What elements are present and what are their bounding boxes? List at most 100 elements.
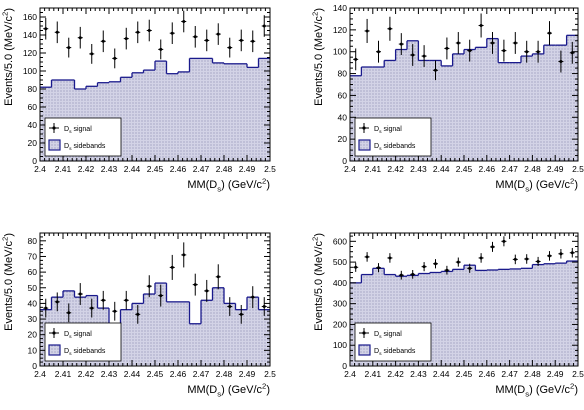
y-tick-label: 120: [23, 48, 37, 58]
histogram-panel-1: 2.4 2.41 2.42 2.43 2.44 2.45 2.46 2.47 2.48 2.49 2…: [1, 7, 276, 193]
signal-point: [411, 53, 415, 57]
signal-point: [536, 50, 540, 54]
y-tick-label: 40: [28, 298, 38, 308]
signal-point: [193, 283, 197, 287]
signal-point: [456, 260, 460, 264]
legend-label-signal: Ds​ signal: [374, 126, 402, 135]
legend: Ds​ signal Ds​ sidebands: [44, 322, 122, 362]
signal-point: [90, 52, 94, 56]
x-tick-label: 2.5: [264, 369, 276, 379]
x-tick-label: 2.47: [193, 369, 210, 379]
x-tick-label: 2.49: [239, 369, 256, 379]
legend: Ds​ signal Ds​ sidebands: [44, 117, 122, 157]
x-tick-label: 2.44: [433, 164, 450, 174]
signal-point: [228, 46, 232, 50]
x-tick-label: 2.43: [410, 369, 427, 379]
signal-point: [78, 292, 82, 296]
legend-sideband-swatch-icon: [358, 344, 371, 356]
signal-point: [78, 36, 82, 40]
x-tick-label: 2.49: [239, 164, 256, 174]
signal-point: [239, 312, 243, 316]
signal-point: [525, 257, 529, 261]
signal-point: [124, 37, 128, 41]
signal-point: [377, 50, 380, 54]
legend-label-signal: Ds​ signal: [374, 331, 402, 340]
legend: Ds​ signal Ds​ sidebands: [354, 117, 432, 157]
y-tick-label: 60: [338, 90, 348, 100]
signal-point: [44, 306, 48, 310]
y-axis-title: Events/5.0 (MeV/c2​): [1, 8, 15, 106]
x-tick-label: 2.46: [479, 369, 496, 379]
legend-sideband-swatch-icon: [358, 139, 371, 151]
x-tick-label: 2.45: [147, 369, 164, 379]
y-tick-label: 100: [333, 47, 347, 57]
signal-point: [468, 49, 472, 53]
legend: Ds​ signal Ds​ sidebands: [354, 322, 432, 362]
signal-point: [55, 300, 59, 304]
y-tick-label: 20: [28, 138, 38, 148]
x-tick-label: 2.47: [501, 369, 518, 379]
x-axis-title: MM(Ds​) (GeV/c2​): [495, 177, 578, 194]
signal-point: [513, 41, 517, 45]
signal-point: [216, 32, 220, 36]
y-tick-label: 80: [338, 69, 348, 79]
signal-point: [354, 57, 358, 61]
signal-point: [468, 266, 472, 270]
x-tick-label: 2.4: [344, 369, 356, 379]
y-tick-label: 70: [28, 251, 38, 261]
legend-sideband-swatch-icon: [48, 139, 61, 151]
y-tick-label: 200: [333, 319, 347, 329]
y-tick-label: 80: [28, 236, 38, 246]
signal-point: [159, 294, 163, 298]
x-tick-label: 2.43: [101, 369, 118, 379]
y-tick-label: 0: [342, 156, 347, 166]
signal-point: [182, 253, 186, 257]
signal-point: [182, 20, 186, 23]
legend-sideband-swatch-icon: [48, 344, 61, 356]
x-tick-label: 2.42: [387, 164, 404, 174]
signal-point: [251, 39, 255, 43]
x-tick-label: 2.4: [344, 164, 356, 174]
signal-point: [445, 268, 449, 272]
signal-point: [502, 49, 506, 53]
signal-point: [365, 255, 369, 259]
x-tick-label: 2.44: [433, 369, 450, 379]
signal-point: [55, 30, 59, 34]
legend-signal-marker-icon: [362, 331, 366, 335]
x-axis-title: MM(Ds​) (GeV/c2​): [495, 382, 578, 399]
x-tick-label: 2.48: [216, 164, 233, 174]
signal-point: [147, 29, 151, 32]
signal-point: [67, 311, 71, 315]
y-tick-label: 40: [338, 112, 348, 122]
x-tick-label: 2.4: [34, 369, 46, 379]
signal-point: [434, 68, 437, 72]
x-tick-label: 2.45: [456, 369, 473, 379]
legend-label-signal: Ds​ signal: [64, 331, 92, 340]
x-tick-label: 2.44: [124, 369, 141, 379]
x-tick-label: 2.47: [193, 164, 210, 174]
signal-point: [124, 298, 128, 302]
x-tick-label: 2.41: [55, 369, 72, 379]
y-tick-label: 60: [28, 267, 38, 277]
signal-point: [502, 239, 506, 243]
y-tick-label: 100: [333, 340, 347, 350]
y-tick-label: 100: [23, 66, 37, 76]
signal-point: [559, 60, 563, 64]
x-tick-label: 2.49: [547, 164, 564, 174]
x-tick-label: 2.48: [524, 369, 541, 379]
y-axis-title: Events/5.0 (MeV/c2​): [1, 233, 15, 331]
histogram-panel-2: 2.4 2.41 2.42 2.43 2.44 2.45 2.46 2.47 2.48 2.49 2…: [311, 3, 584, 193]
signal-point: [147, 284, 151, 288]
x-tick-label: 2.44: [124, 164, 141, 174]
x-tick-label: 2.49: [547, 369, 564, 379]
signal-point: [101, 39, 105, 43]
signal-point: [365, 29, 369, 33]
y-tick-label: 0: [342, 361, 347, 371]
y-tick-label: 20: [338, 134, 348, 144]
y-tick-label: 300: [333, 299, 347, 309]
x-axis-title: MM(Ds​) (GeV/c2​): [187, 382, 270, 399]
signal-point: [113, 309, 117, 313]
signal-point: [251, 295, 255, 299]
x-tick-label: 2.42: [78, 369, 95, 379]
